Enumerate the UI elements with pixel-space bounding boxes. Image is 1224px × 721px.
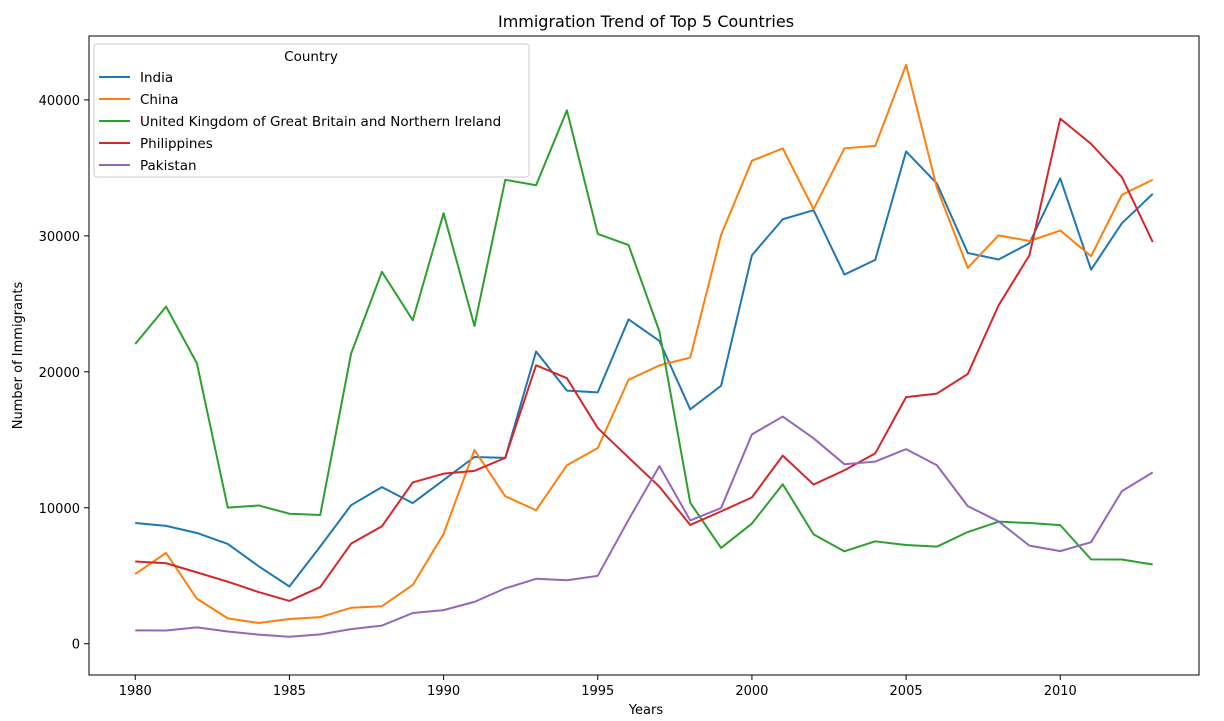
legend-label-2: United Kingdom of Great Britain and Nort… <box>140 114 501 130</box>
legend: Country India China United Kingdom of Grea… <box>93 43 530 178</box>
x-tick-label-3: 1995 <box>581 684 614 699</box>
series-line-4 <box>135 415 1154 638</box>
x-tick-label-5: 2005 <box>890 684 923 699</box>
chart-title: Immigration Trend of Top 5 Countries <box>498 12 794 31</box>
x-axis-label: Years <box>628 703 664 718</box>
x-axis-ticks: 1980 1985 1990 1995 2000 2005 2010 <box>119 675 1077 699</box>
x-tick-label-2: 1990 <box>427 684 460 699</box>
y-tick-label-4: 40000 <box>39 94 80 109</box>
series-line-1 <box>134 63 1154 624</box>
x-tick-label-6: 2010 <box>1044 684 1077 699</box>
y-axis-label: Number of Immigrants <box>11 282 26 430</box>
legend-label-1: China <box>140 92 179 108</box>
series-line-0 <box>135 150 1154 588</box>
legend-label-4: Pakistan <box>140 158 197 174</box>
legend-label-3: Philippines <box>140 136 213 152</box>
y-tick-label-1: 10000 <box>39 502 80 517</box>
x-tick-label-0: 1980 <box>119 684 152 699</box>
plot-frame <box>88 35 1200 676</box>
legend-title: Country <box>284 49 338 65</box>
x-tick-label-1: 1985 <box>273 684 306 699</box>
series-line-3 <box>135 117 1154 602</box>
legend-label-0: India <box>140 70 173 86</box>
legend-box <box>93 43 530 178</box>
series-line-2 <box>134 109 1153 566</box>
y-axis-ticks: 0 10000 20000 30000 40000 <box>39 94 89 653</box>
y-tick-label-2: 20000 <box>39 366 80 381</box>
y-tick-label-3: 30000 <box>39 230 80 245</box>
legend-items: India China United Kingdom of Great Britai… <box>99 70 501 174</box>
x-tick-label-4: 2000 <box>735 684 768 699</box>
series-layer <box>134 63 1154 638</box>
y-tick-label-0: 0 <box>72 638 80 653</box>
